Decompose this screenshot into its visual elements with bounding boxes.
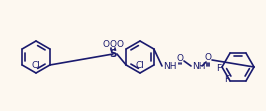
Text: O: O: [205, 53, 211, 61]
Text: O: O: [117, 40, 123, 49]
Text: Cl: Cl: [32, 61, 40, 70]
Text: NH: NH: [163, 61, 177, 70]
Text: S: S: [109, 49, 117, 59]
Text: F: F: [224, 75, 229, 84]
Text: Cl: Cl: [136, 61, 144, 70]
Text: O: O: [102, 40, 110, 49]
Text: NH: NH: [192, 61, 206, 70]
Text: O: O: [110, 40, 117, 49]
Text: F: F: [216, 63, 221, 72]
Text: O: O: [177, 54, 184, 62]
